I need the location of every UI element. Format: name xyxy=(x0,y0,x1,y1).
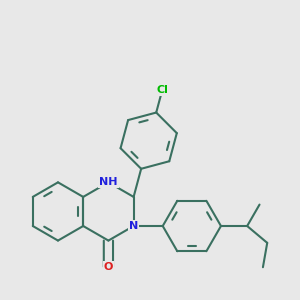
Text: O: O xyxy=(104,262,113,272)
Text: Cl: Cl xyxy=(156,85,168,95)
Text: NH: NH xyxy=(99,177,118,187)
Text: N: N xyxy=(129,221,138,231)
